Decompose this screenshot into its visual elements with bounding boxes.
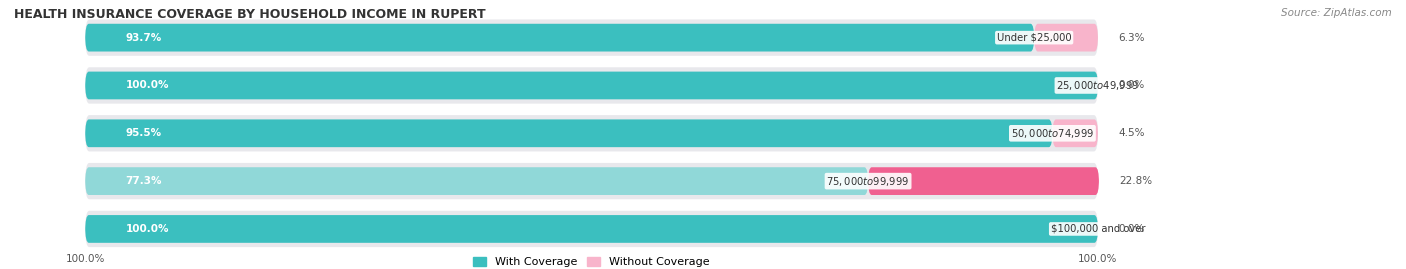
FancyBboxPatch shape — [86, 163, 1098, 199]
Text: $25,000 to $49,999: $25,000 to $49,999 — [1056, 79, 1140, 92]
FancyBboxPatch shape — [86, 215, 1098, 243]
Text: $75,000 to $99,999: $75,000 to $99,999 — [827, 175, 910, 187]
Text: 4.5%: 4.5% — [1118, 128, 1144, 138]
Text: 100.0%: 100.0% — [125, 224, 169, 234]
FancyBboxPatch shape — [86, 119, 1053, 147]
FancyBboxPatch shape — [86, 67, 1098, 104]
Text: 100.0%: 100.0% — [1078, 254, 1118, 264]
FancyBboxPatch shape — [86, 115, 1098, 151]
Text: 95.5%: 95.5% — [125, 128, 162, 138]
Text: 22.8%: 22.8% — [1119, 176, 1153, 186]
FancyBboxPatch shape — [86, 167, 868, 195]
Text: 93.7%: 93.7% — [125, 33, 162, 43]
Text: 77.3%: 77.3% — [125, 176, 162, 186]
Text: 6.3%: 6.3% — [1118, 33, 1144, 43]
Text: Under $25,000: Under $25,000 — [997, 33, 1071, 43]
FancyBboxPatch shape — [1035, 24, 1098, 52]
FancyBboxPatch shape — [86, 19, 1098, 56]
Text: $100,000 and over: $100,000 and over — [1050, 224, 1146, 234]
FancyBboxPatch shape — [86, 24, 1035, 52]
Text: 100.0%: 100.0% — [125, 80, 169, 90]
FancyBboxPatch shape — [868, 167, 1099, 195]
Text: 0.0%: 0.0% — [1118, 80, 1144, 90]
Text: 100.0%: 100.0% — [66, 254, 105, 264]
Text: Source: ZipAtlas.com: Source: ZipAtlas.com — [1281, 8, 1392, 18]
Text: $50,000 to $74,999: $50,000 to $74,999 — [1011, 127, 1094, 140]
Legend: With Coverage, Without Coverage: With Coverage, Without Coverage — [472, 257, 710, 267]
FancyBboxPatch shape — [86, 72, 1098, 99]
Text: 0.0%: 0.0% — [1118, 224, 1144, 234]
FancyBboxPatch shape — [1053, 119, 1098, 147]
FancyBboxPatch shape — [86, 211, 1098, 247]
Text: HEALTH INSURANCE COVERAGE BY HOUSEHOLD INCOME IN RUPERT: HEALTH INSURANCE COVERAGE BY HOUSEHOLD I… — [14, 8, 485, 21]
